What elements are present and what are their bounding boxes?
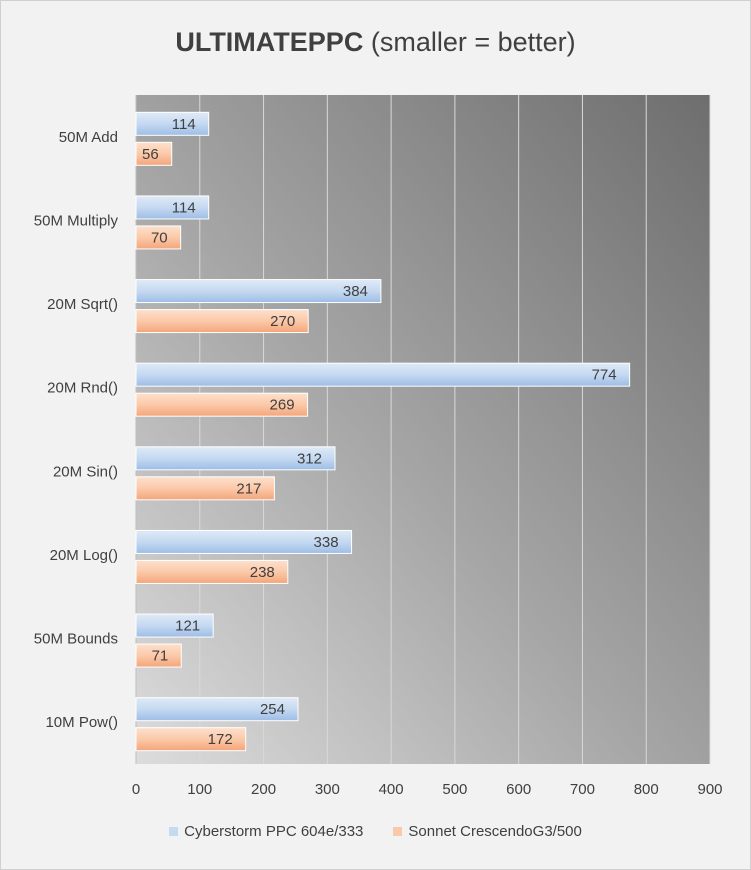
category-label: 20M Sqrt() (47, 296, 118, 313)
category-label: 50M Multiply (34, 212, 119, 229)
legend-label: Cyberstorm PPC 604e/333 (184, 823, 364, 840)
data-label: 238 (250, 564, 275, 581)
data-label: 114 (172, 199, 196, 216)
category-label: 50M Bounds (34, 631, 118, 648)
bar-sonnet (135, 225, 182, 250)
legend-label: Sonnet CrescendoG3/500 (408, 823, 582, 840)
bars (135, 111, 631, 752)
bar-sonnet (135, 727, 247, 752)
legend-swatch (393, 827, 403, 836)
x-tick-label: 100 (187, 781, 212, 798)
x-tick-label: 800 (634, 781, 659, 798)
legend-item-sonnet: Sonnet CrescendoG3/500 (393, 823, 582, 840)
bar-labels: 1145611470384270774269312217338238121712… (142, 116, 617, 748)
x-tick-label: 700 (570, 781, 595, 798)
bar-sonnet (135, 392, 309, 417)
data-label: 269 (270, 397, 295, 414)
data-label: 70 (151, 229, 168, 246)
bar-cyberstorm (135, 195, 210, 220)
data-label: 384 (343, 283, 368, 300)
data-label: 254 (260, 701, 285, 718)
legend-swatch (169, 827, 179, 836)
legend-item-cyberstorm: Cyberstorm PPC 604e/333 (169, 823, 363, 840)
data-label: 270 (270, 313, 295, 330)
legend: Cyberstorm PPC 604e/333 Sonnet CrescendoG… (1, 823, 750, 840)
category-label: 10M Pow() (45, 714, 118, 731)
data-label: 338 (314, 534, 339, 551)
chart-title-main: ULTIMATEPPC (175, 27, 364, 57)
tick-labels: 0 100 200 300 400 500 600 700 800 900 (132, 781, 723, 798)
data-label: 71 (152, 648, 169, 665)
data-label: 56 (142, 146, 159, 163)
bar-cyberstorm (135, 697, 299, 722)
category-label: 20M Log() (50, 547, 118, 564)
bar-cyberstorm (135, 446, 336, 471)
x-tick-label: 500 (442, 781, 467, 798)
x-tick-label: 400 (379, 781, 404, 798)
category-labels: 50M Add 50M Multiply 20M Sqrt() 20M Rnd() 20… (34, 129, 119, 731)
category-label: 50M Add (59, 129, 118, 146)
bar-cyberstorm (135, 362, 631, 387)
data-label: 312 (297, 450, 322, 467)
bar-cyberstorm (135, 529, 353, 554)
x-tick-label: 200 (251, 781, 276, 798)
bar-sonnet (135, 309, 309, 334)
chart-subtitle: (smaller = better) (370, 27, 576, 57)
bar-sonnet (135, 141, 173, 166)
category-label: 20M Sin() (53, 463, 118, 480)
x-tick-label: 600 (506, 781, 531, 798)
bar-sonnet (135, 559, 289, 584)
data-label: 121 (175, 618, 200, 635)
data-label: 114 (172, 116, 196, 133)
gridlines (135, 95, 711, 764)
x-tick-label: 0 (132, 781, 140, 798)
category-label: 20M Rnd() (47, 380, 118, 397)
data-label: 172 (208, 731, 233, 748)
data-label: 774 (592, 367, 617, 384)
data-label: 217 (236, 480, 261, 497)
chart-title: ULTIMATEPPC (smaller = better) (1, 27, 750, 58)
bar-cyberstorm (135, 279, 382, 304)
bar-cyberstorm (135, 613, 214, 638)
x-tick-label: 300 (315, 781, 340, 798)
bar-sonnet (135, 643, 182, 668)
plot-background (136, 95, 710, 764)
bar-cyberstorm (135, 111, 210, 136)
x-tick-label: 900 (697, 781, 722, 798)
bar-sonnet (135, 476, 275, 501)
